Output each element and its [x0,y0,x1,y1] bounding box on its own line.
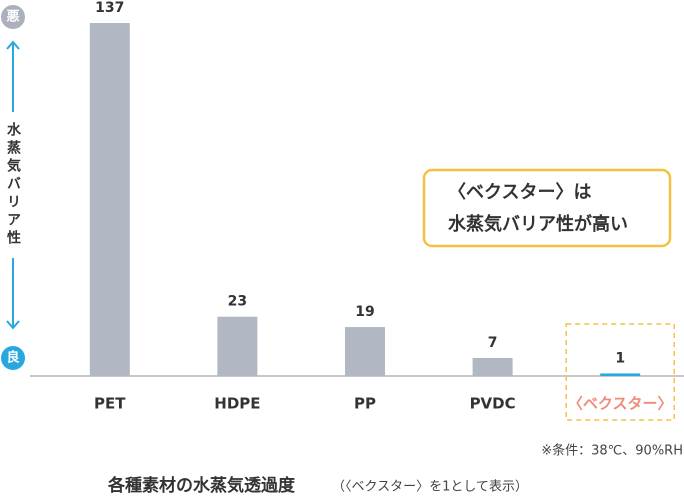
bottom-label: 良 [6,350,19,366]
x-tick-label: PP [354,395,376,413]
bar [472,357,513,376]
value-label: 137 [95,0,124,16]
chart-title: 各種素材の水蒸気透過度 [107,475,296,496]
top-label: 悪 [6,10,19,25]
bar [345,327,385,376]
bar [600,373,641,376]
value-label: 23 [228,294,247,310]
value-label: 19 [355,304,374,320]
bottom-badge [1,346,25,370]
x-tick-label: PVDC [470,395,516,413]
callout-box [422,168,672,248]
bar [217,316,258,376]
axis-label: 水蒸気バリア性 [5,121,21,248]
note: ※条件：38℃、90%RH [541,443,683,459]
highlight-box [565,323,675,421]
x-tick-label: HDPE [214,395,260,413]
axis-arrows [6,40,20,330]
top-badge [1,5,25,29]
chart-subtitle: （〈ベクスター〉を1として表示） [332,480,528,495]
callout-line: 〈ベクスター〉は [448,182,591,203]
x-tick-label: PET [94,395,126,413]
value-label: 7 [488,335,498,351]
x-tick-label: 〈ベクスター〉 [568,395,673,413]
value-label: 1 [615,350,625,366]
bar [89,23,130,376]
callout-line: 水蒸気バリア性が高い [448,213,628,235]
